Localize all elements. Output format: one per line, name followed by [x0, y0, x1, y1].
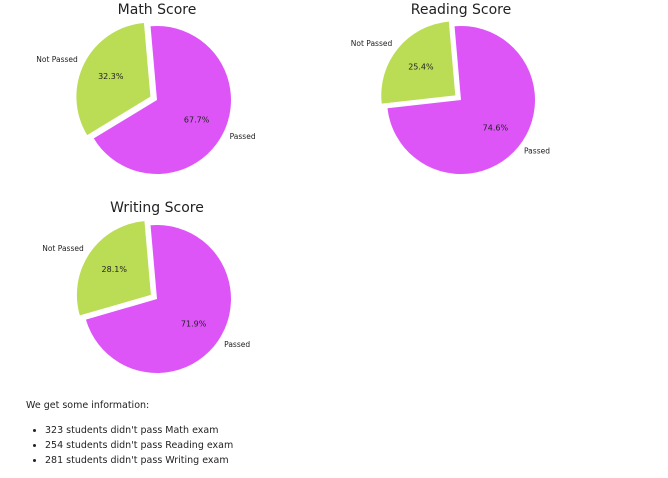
slice-category-label: Passed [224, 340, 250, 349]
chart-title: Writing Score [110, 200, 204, 216]
slice-percent-label: 74.6% [483, 124, 509, 133]
info-item-writing: 281 students didn't pass Writing exam [45, 453, 626, 468]
slice-category-label: Passed [230, 132, 256, 141]
info-item-math: 323 students didn't pass Math exam [45, 423, 626, 438]
slice-percent-label: 25.4% [408, 63, 434, 72]
slice-category-label: Not Passed [36, 55, 78, 64]
pie-slice-passed [85, 225, 232, 373]
slice-percent-label: 28.1% [102, 265, 128, 274]
slice-category-label: Passed [524, 147, 550, 156]
pie-charts: Math Score 32.3% Not Passed 67.7% Passed Read… [36, 2, 550, 373]
info-section: We get some information: 323 students di… [26, 400, 626, 468]
slice-category-label: Not Passed [351, 39, 393, 48]
chart-title: Reading Score [411, 2, 512, 18]
pie-slice-passed [387, 25, 535, 175]
info-item-reading: 254 students didn't pass Reading exam [45, 438, 626, 453]
info-intro: We get some information: [26, 400, 150, 411]
pie-slice-passed [93, 26, 231, 175]
slice-percent-label: 67.7% [184, 116, 210, 125]
pie-slice-not-passed [381, 21, 456, 104]
chart-title: Math Score [118, 2, 197, 18]
pie-slice-not-passed [76, 22, 151, 136]
info-list: 323 students didn't pass Math exam 254 s… [26, 423, 626, 468]
slice-percent-label: 71.9% [181, 320, 207, 329]
slice-category-label: Not Passed [42, 244, 84, 253]
slice-percent-label: 32.3% [98, 72, 124, 81]
pie-slice-not-passed [76, 221, 151, 316]
